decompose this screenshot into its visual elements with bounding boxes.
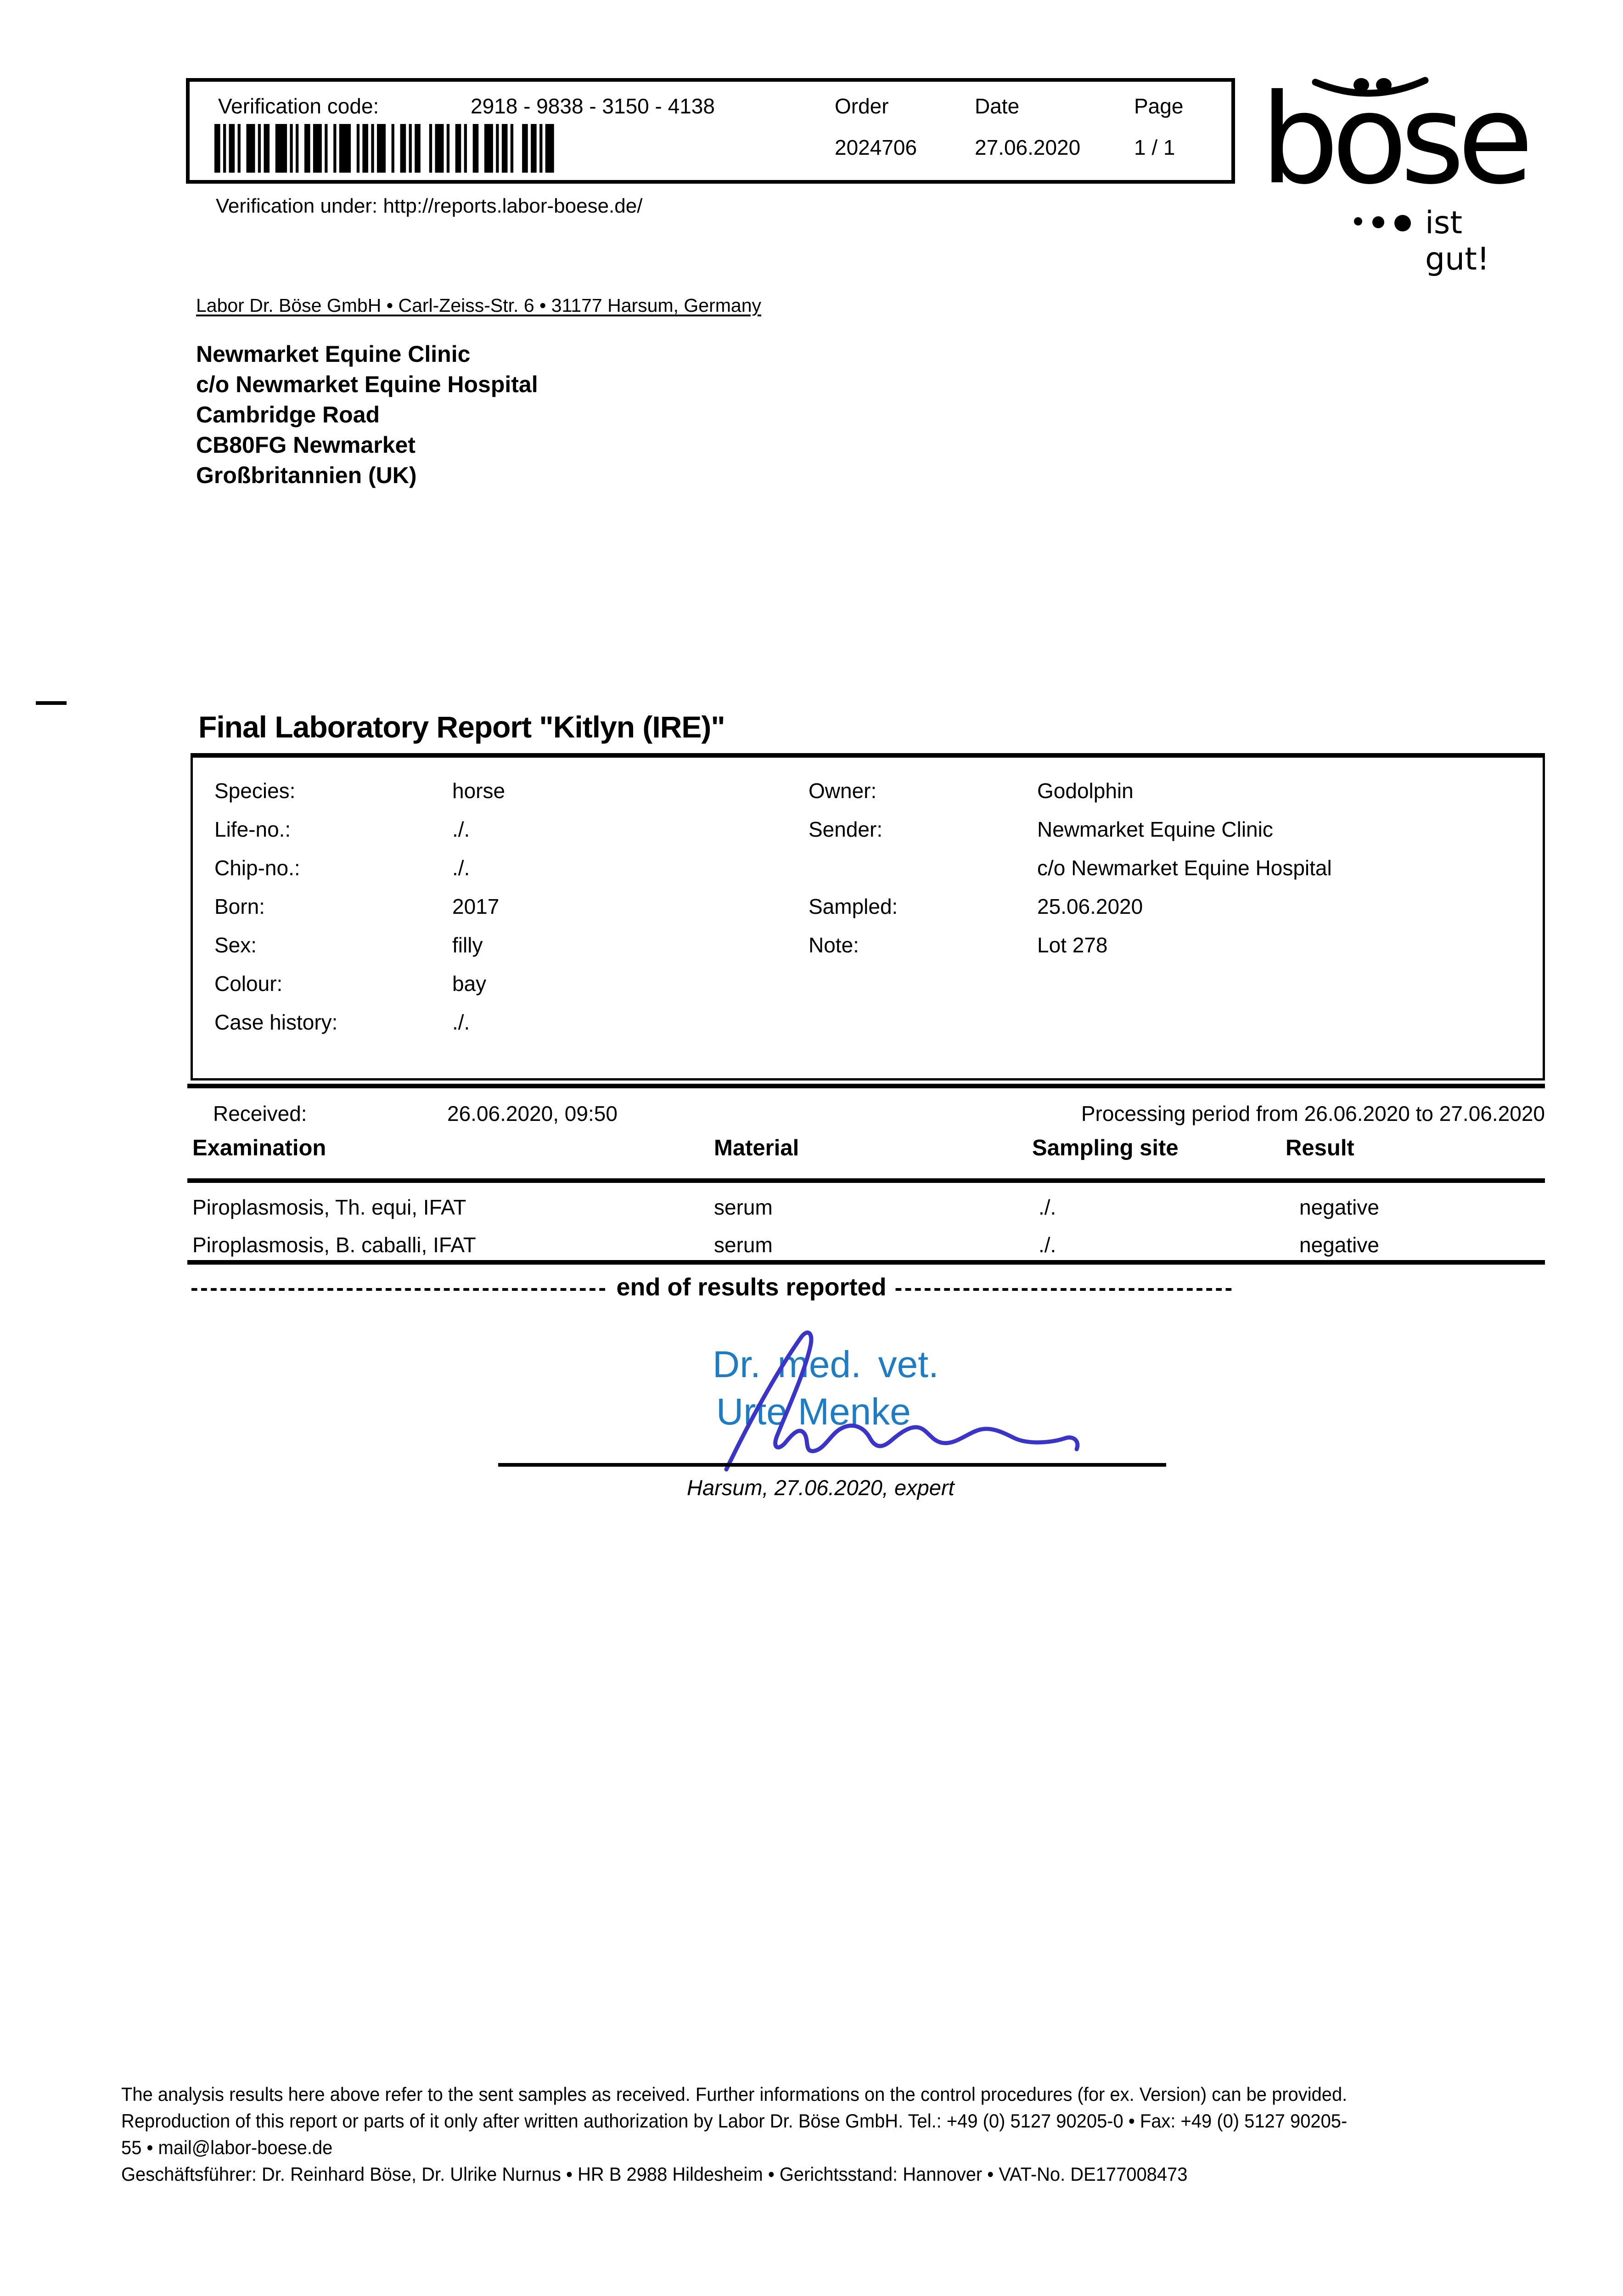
info-row: Colour: bay	[193, 971, 1543, 999]
column-header-examination: Examination	[192, 1136, 326, 1160]
order-label: Order	[835, 94, 889, 118]
info-label: Sampled:	[809, 895, 898, 918]
handwritten-signature-icon	[724, 1330, 1080, 1472]
info-label: Species:	[214, 779, 296, 803]
info-row: Species: horse Owner: Godolphin	[193, 778, 1543, 806]
sampling-site-cell: ./.	[1039, 1195, 1056, 1219]
verification-url-line: Verification under: http://reports.labor…	[216, 195, 643, 217]
footer-line: 55 • mail@labor-boese.de	[121, 2137, 333, 2158]
info-value: Godolphin	[1037, 779, 1134, 803]
smile-umlaut-icon	[1312, 77, 1429, 97]
info-label: Note:	[809, 933, 859, 957]
info-value: Lot 278	[1037, 933, 1108, 957]
signature-line	[498, 1463, 1166, 1467]
processing-period: Processing period from 26.06.2020 to 27.…	[1081, 1102, 1545, 1125]
page-value: 1 / 1	[1134, 135, 1175, 159]
info-value: ./.	[452, 1010, 470, 1034]
info-value: 25.06.2020	[1037, 895, 1143, 918]
result-cell: negative	[1299, 1195, 1379, 1219]
info-label: Owner:	[809, 779, 877, 803]
received-label: Received:	[213, 1102, 307, 1125]
info-label: Sex:	[214, 933, 257, 957]
column-header-sampling-site: Sampling site	[1032, 1136, 1179, 1160]
info-label: Case history:	[214, 1010, 338, 1034]
received-value: 26.06.2020, 09:50	[447, 1102, 618, 1125]
info-value: ./.	[452, 856, 470, 880]
addressee-line: Großbritannien (UK)	[196, 462, 417, 488]
date-label: Date	[975, 94, 1020, 118]
three-dots-icon	[1354, 215, 1411, 231]
table-rule	[187, 1260, 1545, 1265]
info-value: horse	[452, 779, 505, 803]
info-row: Chip-no.: ./. c/o Newmarket Equine Hospi…	[193, 855, 1543, 883]
info-value: filly	[452, 933, 483, 957]
date-value: 27.06.2020	[975, 135, 1081, 159]
info-row: Born: 2017 Sampled: 25.06.2020	[193, 894, 1543, 922]
examination-cell: Piroplasmosis, Th. equi, IFAT	[192, 1195, 466, 1219]
footer-line: The analysis results here above refer to…	[121, 2083, 1348, 2105]
dash-run: ----------------------------------------…	[191, 1275, 608, 1300]
info-value: bay	[452, 972, 487, 996]
info-value: Newmarket Equine Clinic	[1037, 817, 1273, 841]
addressee-line: Cambridge Road	[196, 402, 380, 428]
fold-mark	[36, 701, 67, 705]
info-value: 2017	[452, 895, 500, 918]
addressee-line: Newmarket Equine Clinic	[196, 341, 471, 367]
material-cell: serum	[714, 1233, 773, 1257]
report-title: Final Laboratory Report "Kitlyn (IRE)"	[198, 710, 725, 744]
column-header-material: Material	[714, 1136, 799, 1160]
logo-tagline-text: ist gut!	[1425, 205, 1490, 277]
table-rule	[187, 1178, 1545, 1183]
order-value: 2024706	[835, 135, 917, 159]
result-cell: negative	[1299, 1233, 1379, 1257]
sampling-site-cell: ./.	[1039, 1233, 1056, 1257]
addressee-line: c/o Newmarket Equine Hospital	[196, 371, 538, 397]
info-label: Life-no.:	[214, 817, 291, 841]
footer-line: Reproduction of this report or parts of …	[121, 2110, 1348, 2132]
signature-place-date: Harsum, 27.06.2020, expert	[687, 1475, 955, 1500]
column-header-result: Result	[1286, 1136, 1354, 1160]
table-row: Piroplasmosis, B. caballi, IFAT serum ./…	[0, 1232, 1623, 1265]
barcode-icon	[214, 124, 554, 173]
info-label: Sender:	[809, 817, 883, 841]
verification-code-value: 2918 - 9838 - 3150 - 4138	[471, 94, 715, 118]
lab-sender-line: Labor Dr. Böse GmbH • Carl-Zeiss-Str. 6 …	[196, 295, 762, 316]
material-cell: serum	[714, 1195, 773, 1219]
info-value: ./.	[452, 817, 470, 841]
dash-run: -----------------------------------	[894, 1275, 1235, 1300]
addressee-block: Newmarket Equine Clinic c/o Newmarket Eq…	[196, 339, 538, 490]
boese-logo: bose	[1260, 67, 1533, 212]
footer-line: Geschäftsführer: Dr. Reinhard Böse, Dr. …	[121, 2163, 1188, 2185]
end-of-results-text: end of results reported	[616, 1273, 887, 1301]
info-label: Chip-no.:	[214, 856, 300, 880]
end-of-results-line: ----------------------------------------…	[191, 1273, 1550, 1301]
examination-cell: Piroplasmosis, B. caballi, IFAT	[192, 1233, 476, 1257]
addressee-line: CB80FG Newmarket	[196, 432, 416, 458]
received-row: Received: 26.06.2020, 09:50 Processing p…	[0, 1101, 1623, 1129]
footer-block: The analysis results here above refer to…	[121, 2081, 1618, 2188]
page-label: Page	[1134, 94, 1184, 118]
info-row: Case history: ./.	[193, 1010, 1543, 1037]
info-row: Life-no.: ./. Sender: Newmarket Equine C…	[193, 817, 1543, 844]
info-row: Sex: filly Note: Lot 278	[193, 933, 1543, 960]
verification-code-label: Verification code:	[218, 94, 379, 118]
section-rule	[187, 1084, 1545, 1088]
signatory-title: Dr. med. vet.	[713, 1344, 939, 1385]
info-value: c/o Newmarket Equine Hospital	[1037, 856, 1332, 880]
table-row: Piroplasmosis, Th. equi, IFAT serum ./. …	[0, 1195, 1623, 1227]
patient-info-box: Species: horse Owner: Godolphin Life-no.…	[191, 753, 1545, 1080]
info-label: Colour:	[214, 972, 283, 996]
info-label: Born:	[214, 895, 265, 918]
verification-box: Verification code: 2918 - 9838 - 3150 - …	[186, 78, 1235, 184]
